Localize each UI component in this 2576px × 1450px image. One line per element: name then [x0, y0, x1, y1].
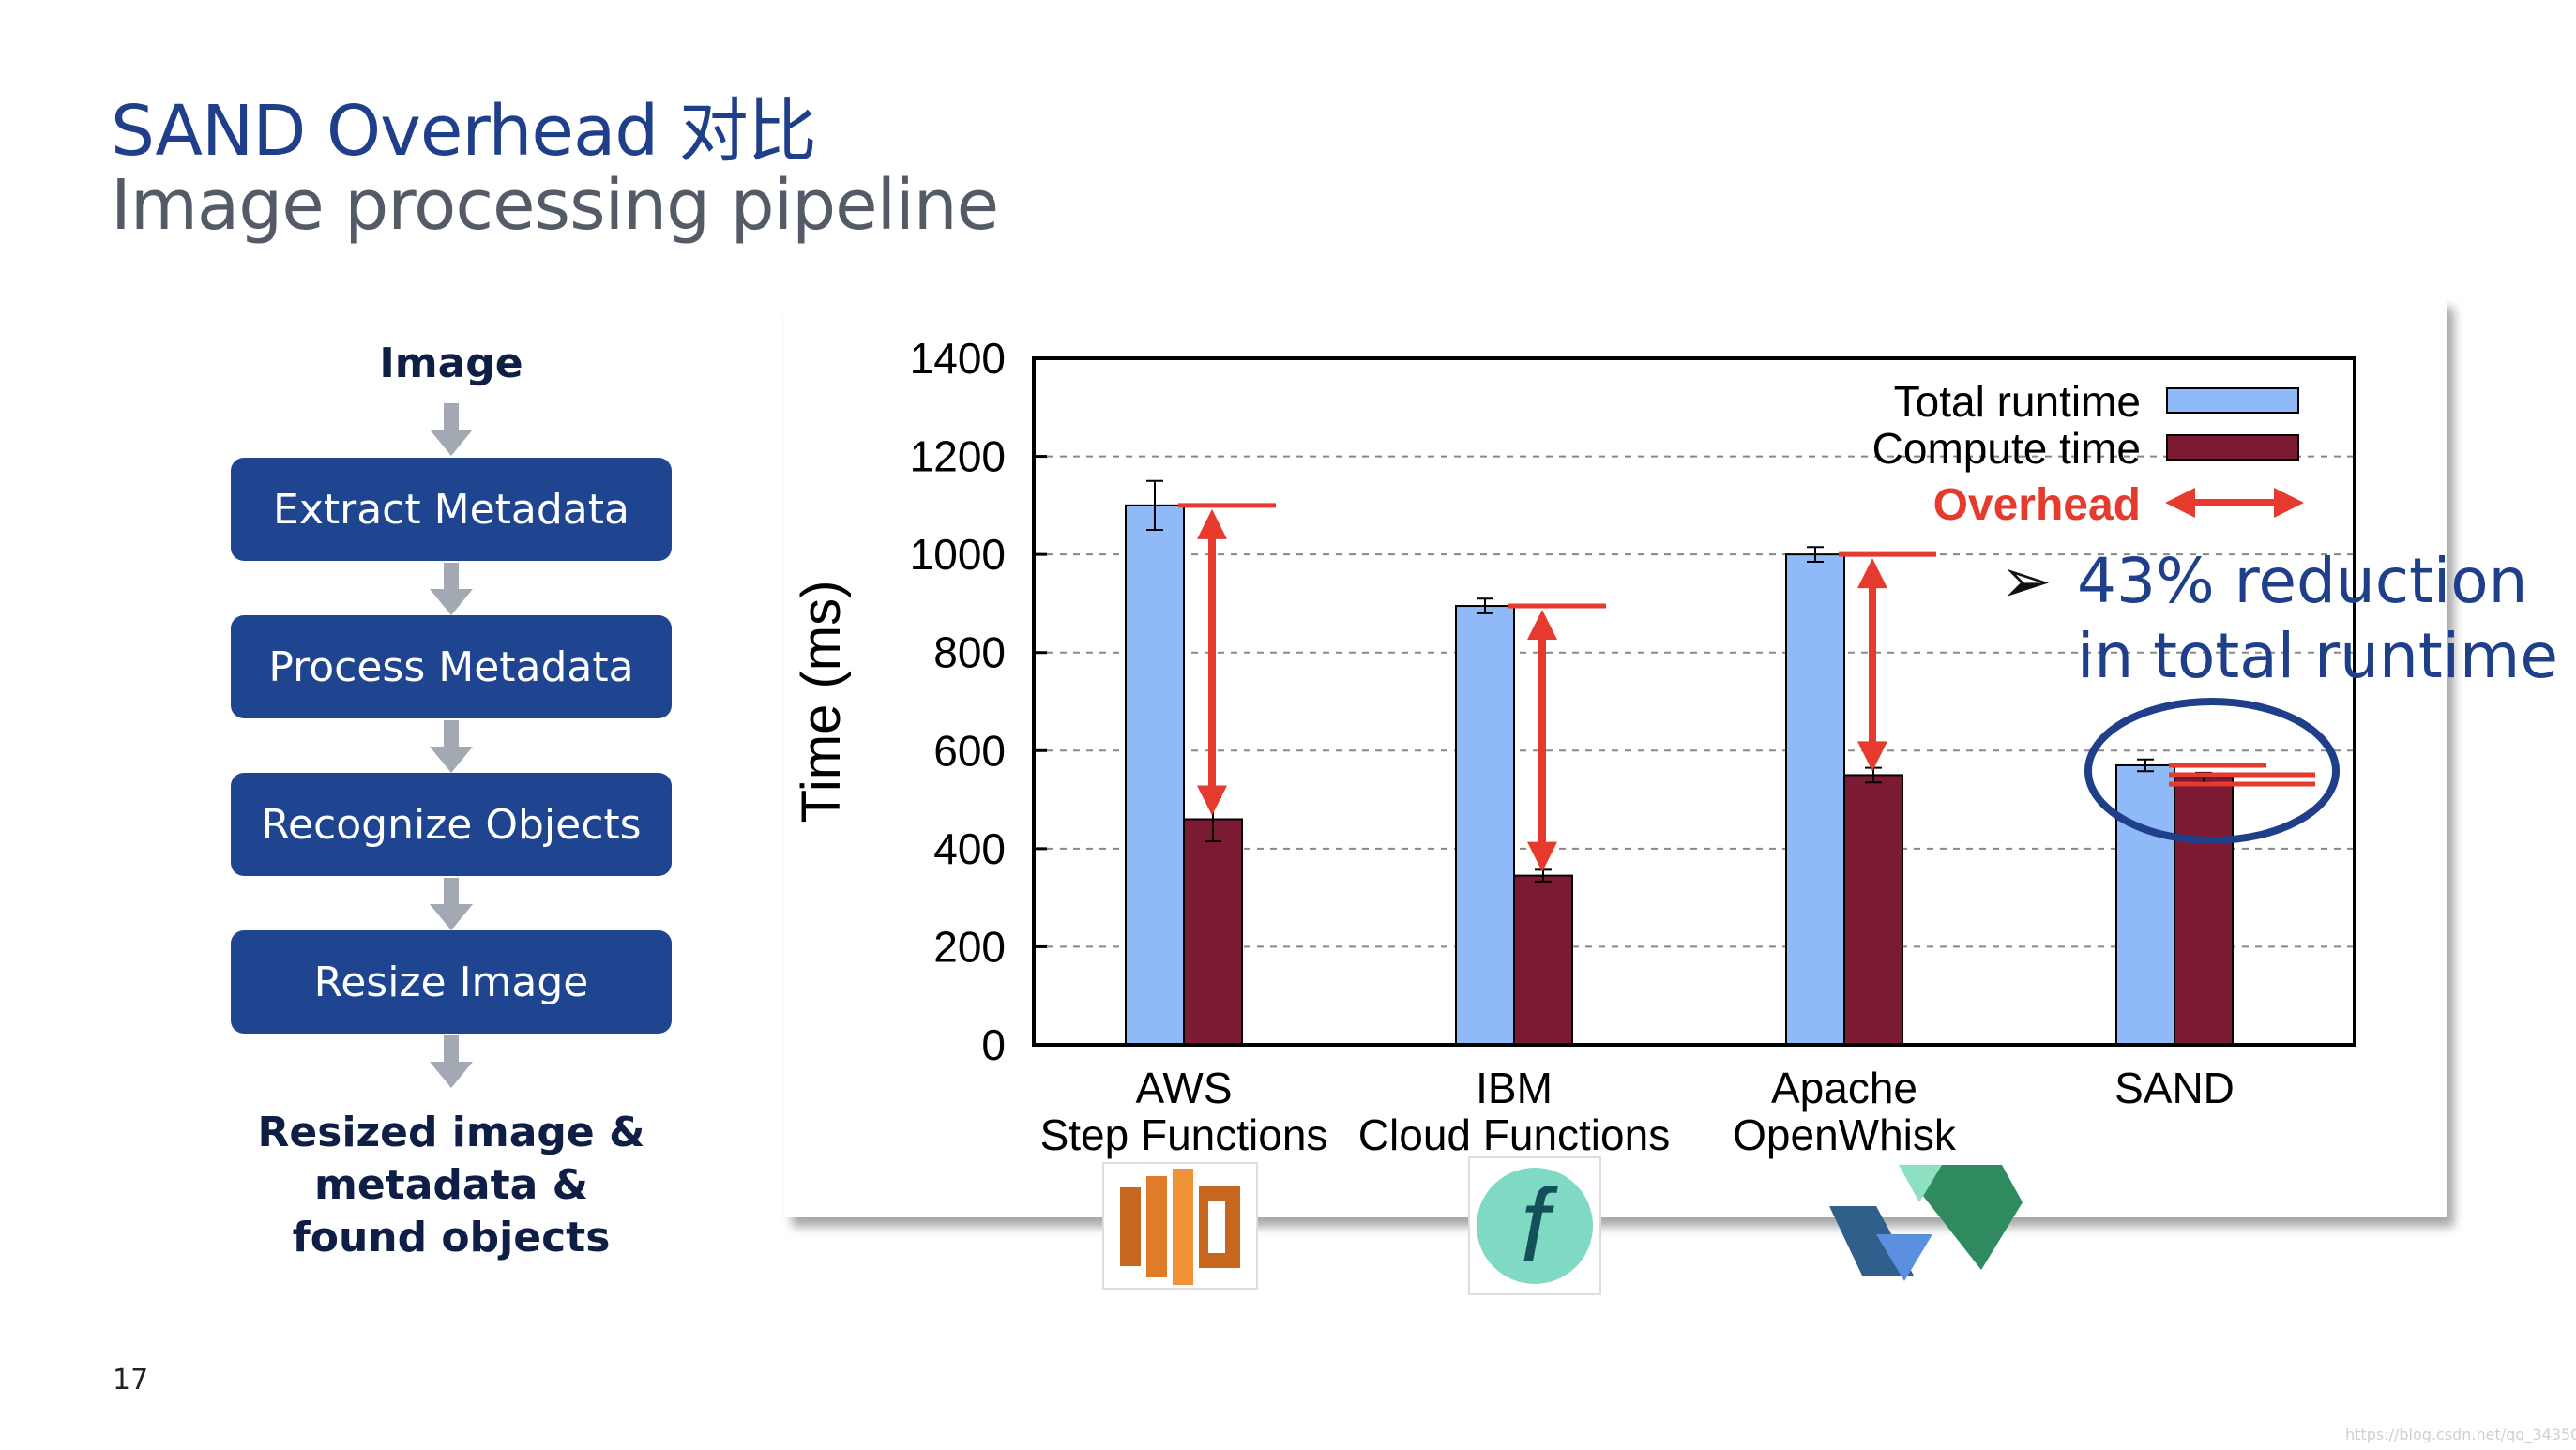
compute-time-bar [1183, 818, 1243, 1046]
compute-time-bar [2174, 777, 2234, 1046]
down-arrow-icon [430, 720, 473, 773]
x-category-label: Step Functions [1040, 1110, 1328, 1159]
legend-label-overhead: Overhead [1933, 480, 2141, 530]
y-axis-label: Time (ms) [791, 581, 852, 823]
highlight-ellipse [2084, 697, 2340, 844]
y-tick-label: 400 [933, 824, 1006, 873]
slide-title: SAND Overhead 对比 [111, 91, 817, 172]
callout-line-2: in total runtime [2077, 620, 2558, 692]
total-runtime-bar [2115, 763, 2175, 1046]
x-category-label: OpenWhisk [1733, 1110, 1957, 1159]
x-category-label: SAND [2114, 1064, 2235, 1112]
overhead-arrow-head [1197, 785, 1227, 816]
x-category-label: Cloud Functions [1358, 1110, 1670, 1159]
overhead-arrow-head [1857, 558, 1887, 589]
plot-frame [1032, 356, 2356, 1047]
y-tick-label: 0 [981, 1020, 1006, 1069]
pipeline-output-line-2: metadata & [313, 1161, 588, 1209]
x-category-label: Apache [1771, 1064, 1917, 1112]
down-arrow-icon [430, 878, 473, 930]
total-runtime-bar [1455, 605, 1515, 1046]
legend-overhead-arrow-head [2165, 488, 2195, 518]
y-tick-label: 1400 [910, 334, 1006, 383]
y-tick-label: 800 [933, 628, 1006, 677]
pipeline-step-resize-image: Resize Image [231, 930, 672, 1034]
aws-icon-part [1208, 1201, 1225, 1253]
openwhisk-icon-part [1899, 1165, 1942, 1202]
pipeline-output-line-3: found objects [292, 1214, 611, 1261]
reduction-callout: ➢ 43% reduction in total runtime [2000, 544, 2558, 694]
ibm-icon-circle [1477, 1168, 1593, 1284]
y-tick-label: 600 [933, 726, 1006, 775]
legend-swatch-total-runtime [2166, 387, 2299, 414]
y-tick-label: 1200 [910, 432, 1006, 481]
slide-subtitle: Image processing pipeline [111, 165, 999, 246]
x-category-label: AWS [1135, 1064, 1232, 1112]
pipeline-output-line-1: Resized image & [257, 1109, 645, 1156]
legend-swatch-compute-time [2166, 434, 2299, 461]
pipeline-step-recognize-objects: Recognize Objects [231, 773, 672, 876]
overhead-arrow-head [1197, 508, 1227, 539]
aws-icon-part [1173, 1169, 1193, 1285]
down-arrow-icon [430, 403, 473, 456]
openwhisk-icon-part [1876, 1234, 1932, 1281]
down-arrow-icon [430, 563, 473, 615]
compute-time-bar [1513, 874, 1573, 1046]
arrowhead-bullet-icon: ➢ [2000, 545, 2053, 617]
pipeline-step-process-metadata: Process Metadata [231, 615, 672, 718]
overhead-arrow-head [1527, 610, 1557, 641]
aws-icon-part [1120, 1187, 1141, 1266]
legend-label-compute-time: Compute time [1872, 424, 2141, 473]
slide-number: 17 [113, 1364, 149, 1397]
total-runtime-bar [1125, 504, 1185, 1046]
legend-label-total-runtime: Total runtime [1894, 377, 2141, 426]
x-category-label: IBM [1476, 1064, 1553, 1112]
compute-time-bar [1843, 774, 1903, 1047]
openwhisk-icon-part [1899, 1165, 2023, 1270]
callout-line-1: 43% reduction [2077, 545, 2528, 617]
pipeline-step-extract-metadata: Extract Metadata [231, 458, 672, 561]
aws-icon-part [1146, 1176, 1167, 1277]
total-runtime-bar [1785, 553, 1845, 1046]
pipeline-input-label: Image [379, 340, 523, 387]
legend-overhead-arrow-head [2274, 488, 2304, 518]
overhead-arrow-head [1857, 741, 1887, 772]
overhead-arrow-head [1527, 841, 1557, 872]
down-arrow-icon [430, 1035, 473, 1088]
y-tick-label: 1000 [910, 530, 1006, 579]
watermark: https://blog.csdn.net/qq_34350746 [2345, 1426, 2576, 1443]
y-tick-label: 200 [933, 922, 1006, 971]
